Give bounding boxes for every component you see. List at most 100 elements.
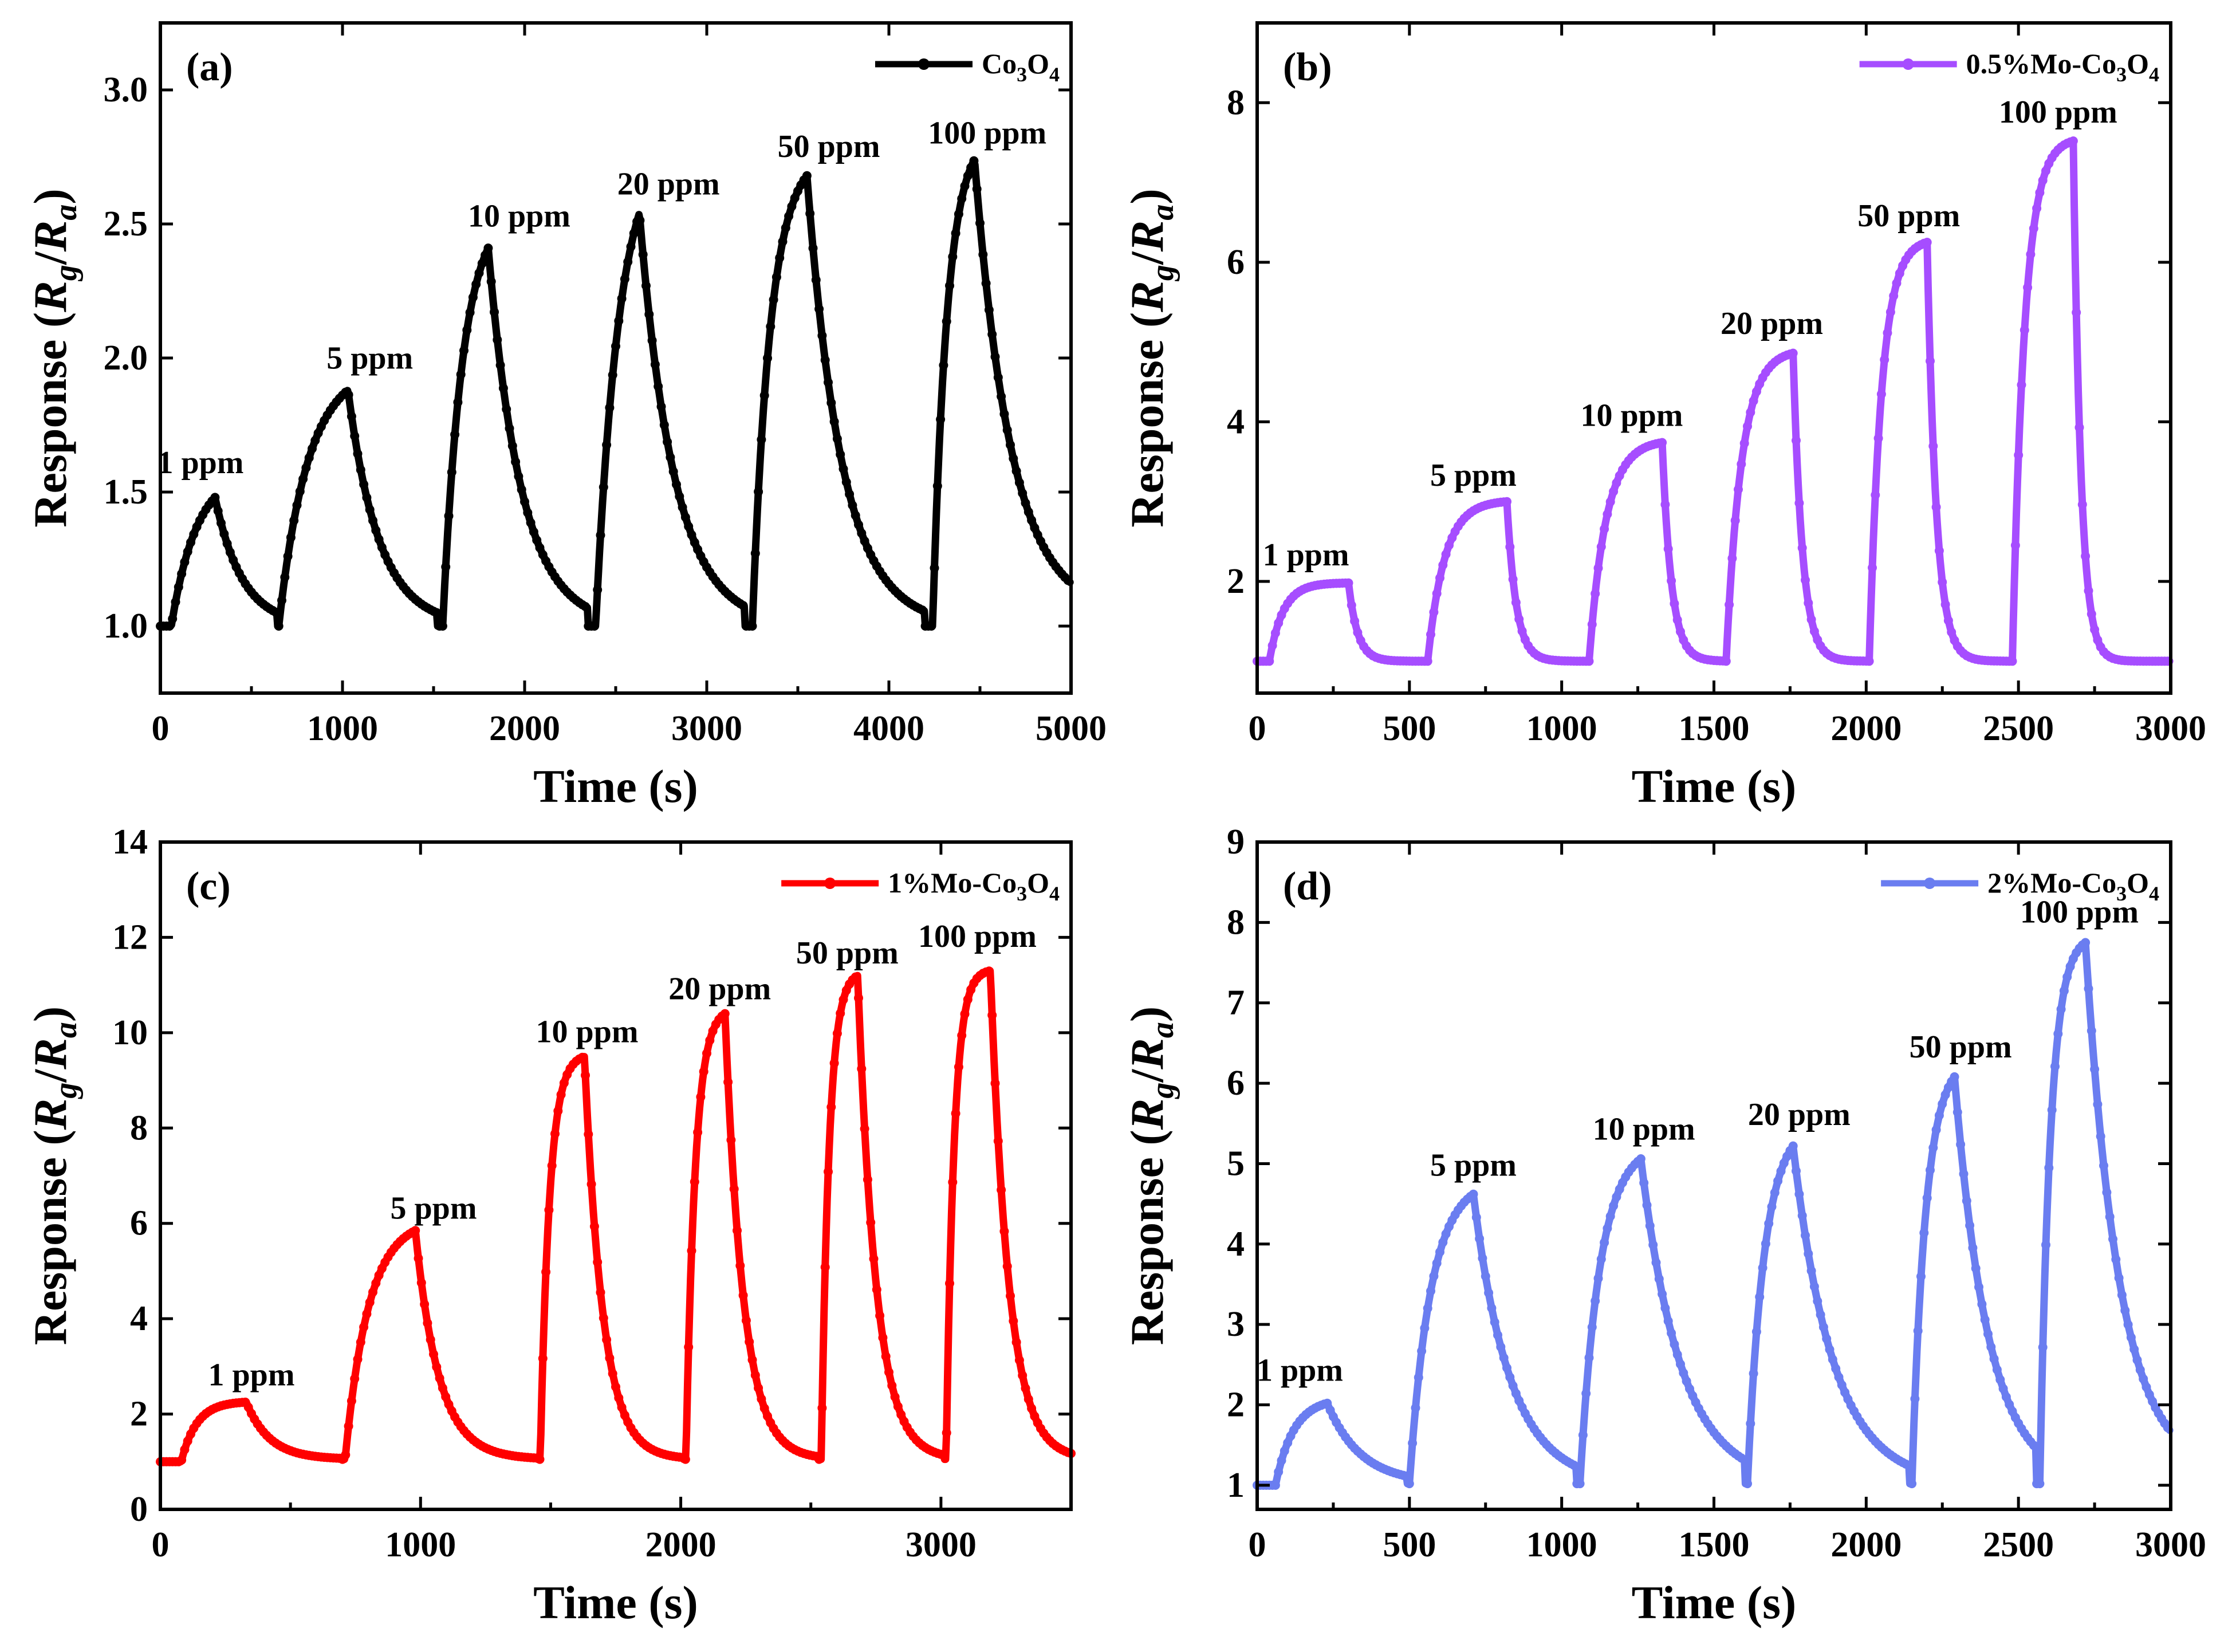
series-markers: [1253, 136, 2172, 666]
panel-d: 0 500 1000 1500 2000 2500 3000 1 2 3 4 5 6 7 8 9 Time (s…: [1121, 823, 2206, 1629]
panel-label: (b): [1283, 45, 1332, 89]
data-point: [1663, 1316, 1673, 1326]
data-point: [1725, 600, 1734, 609]
y-tick-label: 4: [1227, 402, 1245, 441]
y-axis-title: Response (Rg/Ra): [1121, 1006, 1180, 1345]
concentration-label: 20 ppm: [617, 167, 720, 202]
data-point: [1596, 542, 1606, 552]
x-tick-label: 3000: [2135, 709, 2206, 748]
data-point: [577, 1052, 587, 1062]
data-point: [2017, 380, 2026, 390]
panel-c: 0 1000 2000 3000 0 2 4 6 8 10 12 14 Time (s) Response…: [24, 823, 1076, 1629]
data-point: [1934, 1111, 1944, 1120]
data-point: [1027, 1403, 1037, 1413]
data-point: [2096, 1131, 2105, 1141]
data-point: [948, 252, 958, 262]
data-point: [1721, 656, 1731, 666]
data-point: [1435, 573, 1444, 583]
data-point: [1505, 542, 1515, 552]
data-point: [1270, 628, 1280, 638]
data-point: [1471, 1213, 1481, 1222]
data-point: [1265, 656, 1274, 666]
data-point: [468, 293, 478, 302]
concentration-label: 1 ppm: [157, 445, 243, 481]
data-point: [1788, 1141, 1798, 1151]
data-point: [1907, 1479, 1917, 1489]
data-point: [274, 622, 284, 631]
data-point: [426, 1335, 435, 1344]
data-point: [535, 543, 545, 553]
data-point: [2023, 282, 2033, 292]
data-point: [1511, 1389, 1521, 1398]
data-point: [754, 487, 763, 497]
data-point: [1940, 600, 1950, 609]
data-point: [972, 184, 982, 194]
data-point: [1734, 485, 1743, 494]
data-point: [222, 539, 232, 548]
data-point: [1834, 1372, 1844, 1382]
series-markers: [1253, 938, 2172, 1490]
data-point: [359, 1322, 369, 1332]
data-point: [1931, 1125, 1941, 1135]
data-point: [1751, 387, 1761, 396]
legend-label: 2%Mo-Co3O4: [1987, 867, 2159, 905]
data-point: [371, 1279, 381, 1288]
data-point: [219, 529, 229, 538]
data-point: [1587, 1322, 1597, 1332]
data-point: [511, 457, 521, 467]
data-point: [1797, 1211, 1807, 1221]
data-point: [1876, 390, 1886, 399]
legend-swatch-marker: [1924, 878, 1936, 889]
x-tick-label: 1000: [1526, 1525, 1597, 1564]
data-point: [1344, 578, 1353, 588]
data-point: [1804, 598, 1813, 608]
concentration-label: 20 ppm: [1721, 306, 1823, 341]
data-point: [368, 1287, 377, 1297]
data-point: [896, 1410, 906, 1419]
data-point: [2090, 625, 2100, 635]
data-point: [593, 1257, 603, 1267]
legend-swatch-marker: [918, 58, 930, 70]
data-point: [1569, 1460, 1578, 1470]
concentration-label: 5 ppm: [391, 1190, 477, 1226]
data-point: [663, 437, 672, 447]
data-point: [939, 360, 948, 370]
data-point: [1980, 1315, 1990, 1324]
data-point: [168, 614, 178, 624]
data-point: [878, 1333, 888, 1343]
data-point: [784, 211, 794, 221]
data-point: [2105, 1212, 2115, 1222]
y-tick-label: 8: [1227, 903, 1245, 942]
data-point: [1609, 487, 1619, 496]
data-point: [310, 436, 320, 445]
data-point: [1797, 543, 1807, 553]
data-point: [1603, 509, 1612, 519]
data-point: [945, 1279, 954, 1288]
data-point: [356, 465, 365, 475]
data-point: [930, 563, 939, 573]
data-point: [1739, 1455, 1749, 1465]
legend-label: 1%Mo-Co3O4: [888, 867, 1060, 905]
y-tick-label: 2.0: [104, 339, 148, 377]
data-point: [1947, 627, 1956, 637]
data-point: [808, 243, 818, 253]
data-point: [993, 1136, 1003, 1146]
data-point: [2111, 1254, 2121, 1264]
data-point: [495, 360, 505, 370]
data-point: [1605, 1212, 1615, 1221]
data-point: [1667, 1328, 1676, 1338]
x-tick-label: 2500: [1983, 709, 2054, 748]
data-point: [1743, 1479, 1752, 1489]
data-point: [2117, 1290, 2127, 1300]
data-point: [532, 536, 542, 545]
y-axis-title: Response (Rg/Ra): [1121, 188, 1180, 527]
data-point: [2099, 1161, 2108, 1170]
data-point: [493, 335, 502, 345]
concentration-label: 5 ppm: [1430, 1148, 1517, 1183]
data-point: [2050, 1061, 2060, 1071]
data-point: [1429, 607, 1439, 617]
data-point: [741, 1316, 751, 1325]
data-point: [1508, 575, 1518, 584]
data-point: [2029, 1441, 2038, 1450]
x-tick-label: 3000: [2135, 1525, 2206, 1564]
